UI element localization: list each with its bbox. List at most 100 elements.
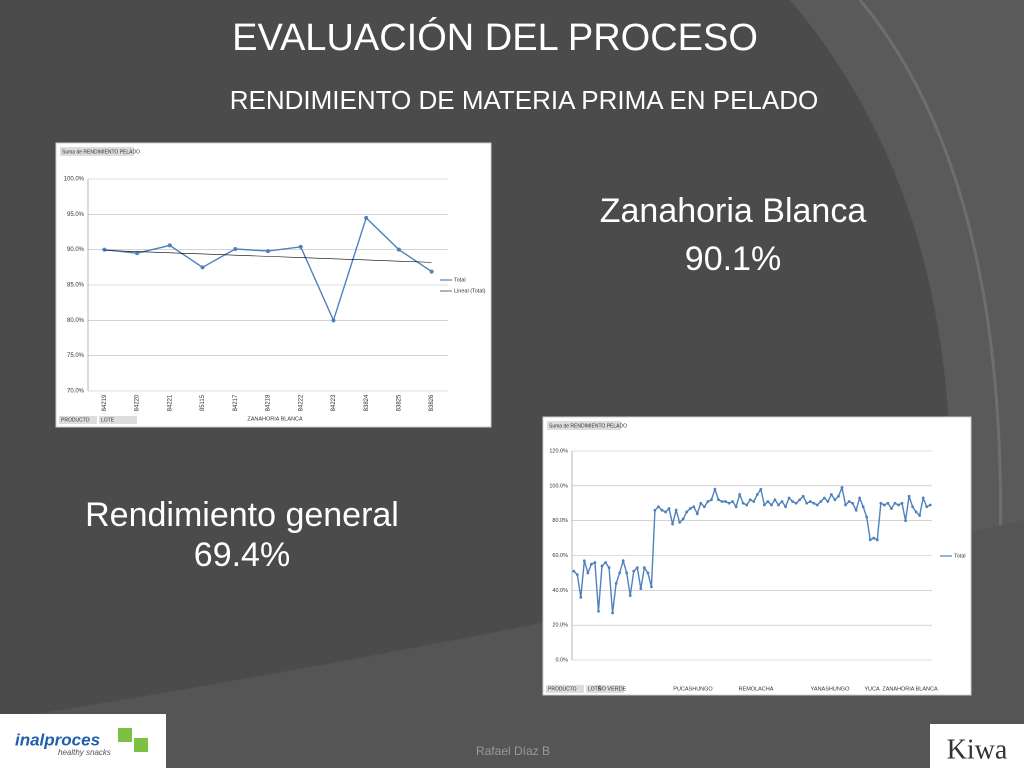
y-tick-label: 95.0% bbox=[67, 212, 85, 218]
marker bbox=[879, 501, 883, 505]
x-tick-label: 84223 bbox=[331, 394, 337, 411]
marker bbox=[822, 496, 826, 500]
marker bbox=[907, 494, 911, 498]
legend-label: Lineal (Total) bbox=[454, 288, 486, 294]
marker bbox=[833, 498, 837, 502]
y-tick-label: 80.0% bbox=[552, 518, 568, 524]
marker bbox=[713, 487, 717, 491]
marker bbox=[674, 508, 678, 512]
field-button bbox=[99, 416, 137, 424]
field-label: PRODUCTO bbox=[548, 686, 577, 692]
marker bbox=[586, 571, 590, 575]
group-label: PUCASHUNGO bbox=[673, 686, 713, 692]
field-label: PRODUCTO bbox=[61, 417, 90, 423]
marker bbox=[688, 507, 692, 510]
marker bbox=[710, 498, 713, 502]
field-button bbox=[586, 685, 624, 693]
marker bbox=[604, 561, 607, 564]
y-tick-label: 100.0% bbox=[64, 177, 85, 183]
group-label: YANASHUNGO bbox=[811, 686, 850, 692]
marker bbox=[731, 500, 734, 503]
marker bbox=[918, 514, 922, 517]
field-button bbox=[59, 416, 97, 424]
marker bbox=[692, 505, 696, 509]
marker bbox=[102, 247, 107, 252]
marker bbox=[639, 587, 643, 590]
x-tick-label: 84218 bbox=[266, 394, 272, 411]
marker bbox=[787, 496, 791, 500]
marker bbox=[875, 538, 879, 542]
marker bbox=[837, 494, 840, 498]
marker bbox=[298, 244, 303, 249]
field-button bbox=[546, 685, 584, 693]
y-tick-label: 20.0% bbox=[552, 623, 568, 629]
x-tick-label: 83826 bbox=[429, 394, 435, 411]
y-tick-label: 0.0% bbox=[555, 657, 568, 663]
y-tick-label: 85.0% bbox=[67, 283, 85, 289]
marker bbox=[784, 505, 787, 509]
footer: Rafael Díaz B bbox=[476, 744, 550, 758]
marker bbox=[791, 500, 794, 503]
marker bbox=[893, 501, 897, 505]
marker bbox=[734, 505, 738, 509]
marker bbox=[745, 503, 749, 507]
marker bbox=[681, 517, 685, 521]
marker bbox=[900, 501, 904, 505]
arc-line bbox=[858, 0, 1003, 561]
line bbox=[104, 250, 432, 263]
logo-box bbox=[930, 724, 1024, 768]
marker bbox=[801, 494, 805, 498]
highlight-label: Rendimiento general bbox=[85, 496, 399, 534]
marker bbox=[738, 493, 742, 496]
x-tick-label: 84221 bbox=[167, 394, 173, 411]
marker bbox=[805, 501, 809, 505]
marker bbox=[808, 500, 812, 503]
field-label: Suma de RENDIMIENTO PELADO bbox=[62, 149, 140, 155]
marker bbox=[632, 569, 636, 573]
marker bbox=[840, 486, 844, 489]
legend-label: Total bbox=[954, 553, 966, 559]
x-tick-label: 84217 bbox=[233, 394, 239, 411]
marker bbox=[819, 500, 823, 503]
marker bbox=[266, 249, 270, 254]
x-tick-label: 85115 bbox=[200, 394, 206, 411]
marker bbox=[579, 595, 583, 599]
marker bbox=[667, 507, 671, 510]
marker bbox=[590, 562, 593, 566]
marker bbox=[914, 510, 918, 514]
field-label: LOTE bbox=[101, 417, 115, 423]
logo-tagline: healthy snacks bbox=[58, 748, 111, 757]
highlight-label: Zanahoria Blanca bbox=[600, 192, 867, 230]
marker bbox=[621, 559, 625, 563]
group-label: REMOLACHA bbox=[739, 686, 774, 692]
marker bbox=[741, 501, 745, 505]
marker bbox=[748, 498, 752, 502]
y-tick-label: 60.0% bbox=[552, 553, 568, 559]
logo-icon bbox=[134, 738, 148, 752]
marker bbox=[759, 487, 763, 491]
marker bbox=[794, 501, 798, 505]
marker bbox=[928, 503, 932, 507]
marker bbox=[812, 501, 816, 505]
marker bbox=[671, 522, 674, 526]
highlight-value: 90.1% bbox=[685, 240, 781, 278]
group-label: ÑO VERDE bbox=[598, 685, 627, 692]
field-label: Suma de RENDIMIENTO PELADO bbox=[549, 423, 627, 429]
marker bbox=[650, 585, 653, 589]
x-tick-label: 84220 bbox=[135, 394, 141, 411]
marker bbox=[762, 503, 766, 507]
x-tick-label: 83824 bbox=[364, 394, 370, 411]
marker bbox=[854, 508, 858, 512]
marker bbox=[593, 561, 597, 564]
marker bbox=[611, 611, 614, 615]
title: EVALUACIÓN DEL PROCESO bbox=[232, 16, 758, 59]
marker bbox=[844, 503, 847, 507]
marker bbox=[868, 538, 872, 542]
marker bbox=[724, 500, 727, 503]
marker bbox=[695, 512, 699, 516]
logo-icon bbox=[118, 728, 132, 742]
marker bbox=[830, 493, 833, 496]
marker bbox=[911, 505, 914, 509]
y-tick-label: 120.0% bbox=[549, 448, 568, 454]
marker bbox=[233, 246, 238, 251]
